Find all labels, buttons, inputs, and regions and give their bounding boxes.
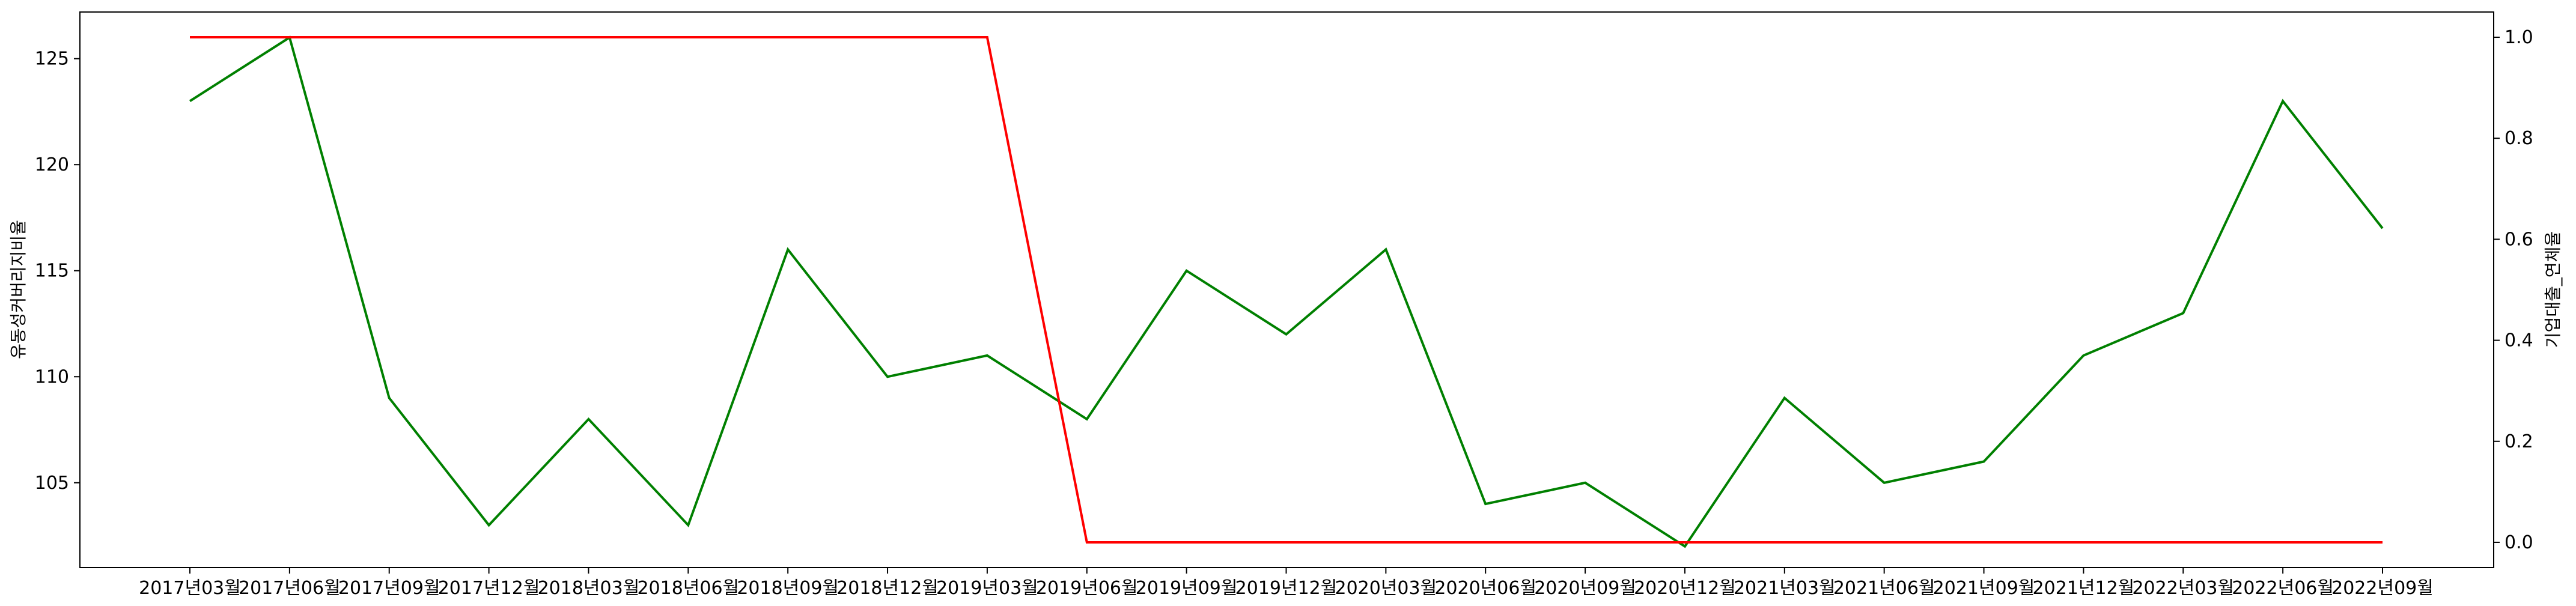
right-tick-label: 1.0	[2504, 27, 2533, 48]
x-tick-label: 2021년12월	[2033, 578, 2135, 599]
x-tick-label: 2017년06월	[239, 578, 341, 599]
right-axis-label: 기업대출_연체율	[2543, 231, 2563, 348]
left-tick-label: 125	[35, 49, 69, 70]
x-tick-label: 2019년09월	[1136, 578, 1238, 599]
x-tick-label: 2018년06월	[637, 578, 739, 599]
x-tick-label: 2019년06월	[1036, 578, 1138, 599]
right-tick-label: 0.4	[2504, 330, 2533, 351]
x-tick-label: 2020년12월	[1634, 578, 1736, 599]
x-tick-label: 2018년12월	[836, 578, 939, 599]
right-axis: 0.0 0.2 0.4 0.6 0.8 1.0	[2494, 27, 2533, 553]
right-tick-label: 0.6	[2504, 229, 2533, 250]
plot-frame	[79, 11, 2494, 568]
x-tick-label: 2020년03월	[1335, 578, 1437, 599]
x-tick-label: 2022년03월	[2132, 578, 2234, 599]
series-line-right	[190, 36, 2383, 544]
left-axis-label: 유동성커버리지비율	[8, 220, 28, 359]
x-tick-label: 2017년09월	[338, 578, 440, 599]
x-tick-label: 2020년06월	[1434, 578, 1536, 599]
series-layer	[189, 35, 2384, 548]
x-tick-label: 2017년12월	[438, 578, 540, 599]
left-tick-label: 105	[35, 473, 69, 494]
x-tick-label: 2018년03월	[538, 578, 640, 599]
x-tick-label: 2020년09월	[1534, 578, 1636, 599]
x-tick-label: 2017년03월	[139, 578, 241, 599]
left-tick-label: 110	[35, 366, 69, 387]
x-tick-label: 2021년06월	[1833, 578, 1935, 599]
x-tick-label: 2018년09월	[737, 578, 839, 599]
series-line-left	[189, 35, 2384, 548]
right-tick-label: 0.8	[2504, 128, 2533, 149]
left-tick-label: 115	[35, 261, 69, 282]
x-tick-label: 2019년12월	[1235, 578, 1338, 599]
x-axis: 2017년03월2017년06월2017년09월2017년12월2018년03월…	[139, 568, 2434, 599]
left-axis: 105 110 115 120 125	[35, 49, 80, 494]
left-tick-label: 120	[35, 154, 69, 175]
x-tick-label: 2021년09월	[1933, 578, 2035, 599]
x-tick-label: 2022년06월	[2232, 578, 2334, 599]
right-tick-label: 0.0	[2504, 532, 2533, 553]
x-tick-label: 2019년03월	[936, 578, 1038, 599]
right-tick-label: 0.2	[2504, 431, 2533, 452]
x-tick-label: 2022년09월	[2331, 578, 2434, 599]
x-tick-label: 2021년03월	[1734, 578, 1836, 599]
